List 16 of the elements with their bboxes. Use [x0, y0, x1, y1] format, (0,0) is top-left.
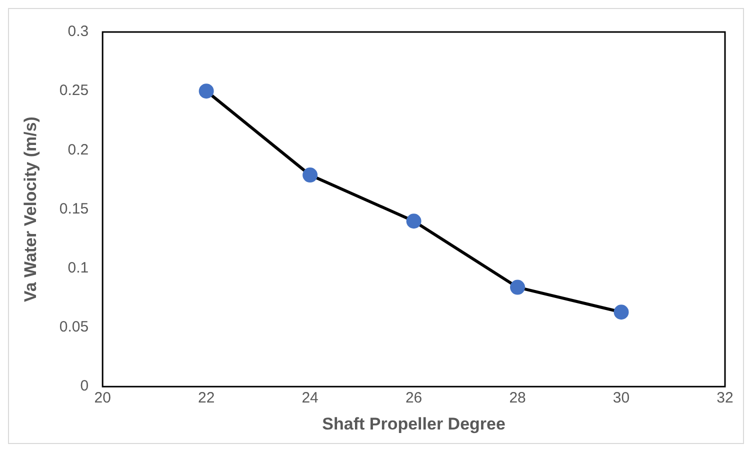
y-tick-label: 0.1 — [68, 260, 89, 277]
x-tick-label: 24 — [302, 390, 318, 407]
x-tick-label: 30 — [612, 390, 630, 407]
y-tick-label: 0.3 — [68, 23, 89, 40]
x-tick-label: 26 — [405, 390, 422, 407]
x-tick-label: 32 — [716, 390, 734, 407]
y-tick-label: 0.15 — [59, 200, 89, 218]
x-axis-title: Shaft Propeller Degree — [322, 414, 506, 434]
y-axis-title: Va Water Velocity (m/s) — [20, 116, 40, 302]
x-tick-label: 28 — [509, 390, 526, 407]
y-tick-label: 0 — [80, 378, 89, 395]
y-tick-label: 0.25 — [59, 82, 89, 100]
y-tick-label: 0.2 — [68, 141, 89, 158]
x-tick-label: 22 — [198, 390, 215, 407]
x-tick-label: 20 — [94, 390, 111, 407]
y-tick-label: 0.05 — [59, 318, 89, 336]
